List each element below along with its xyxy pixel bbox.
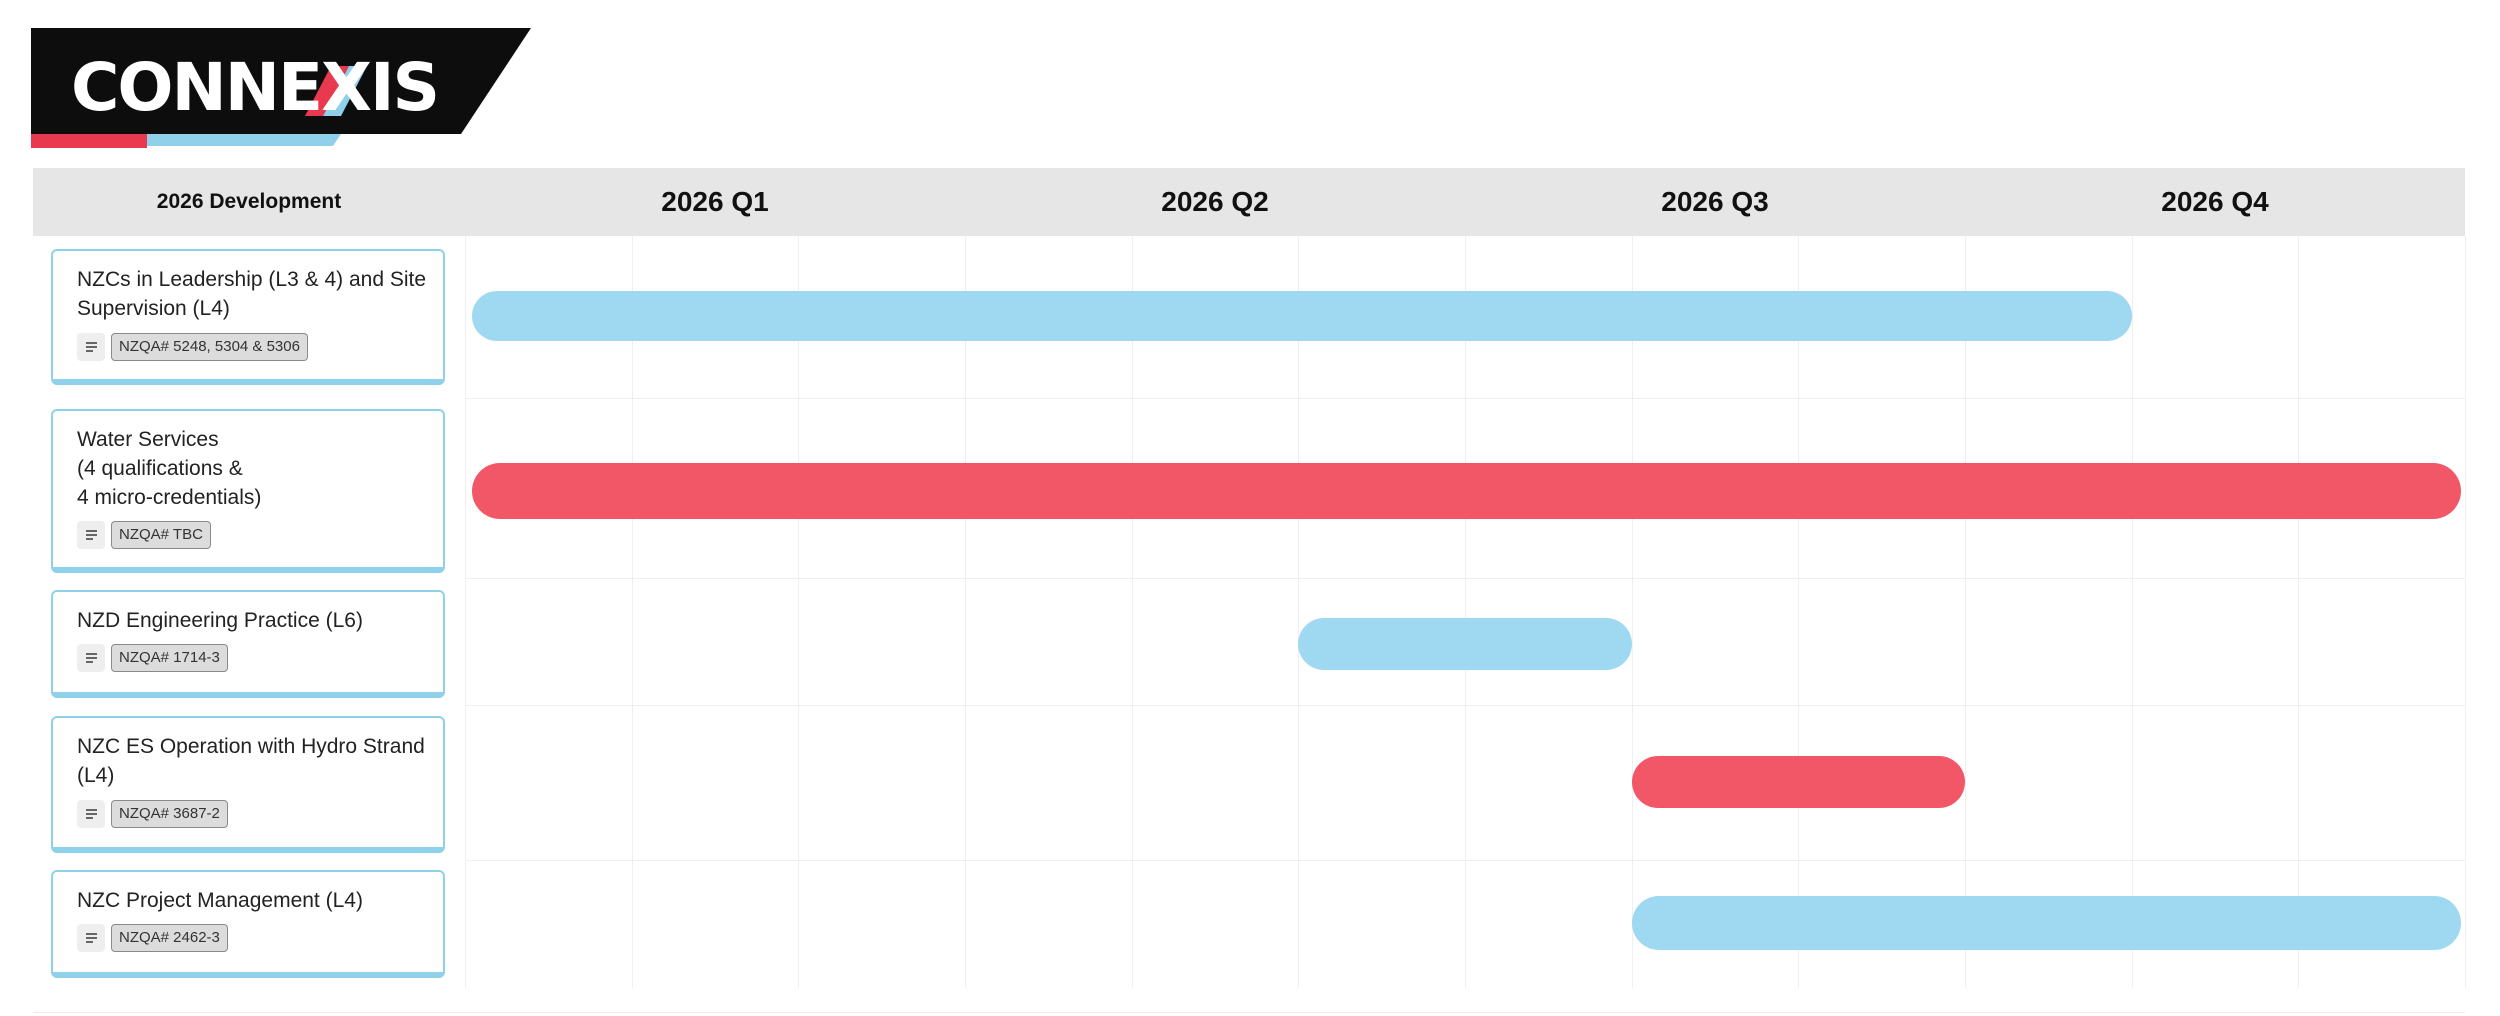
grid-line [2465, 236, 2466, 988]
row-separator [466, 860, 2465, 861]
grid-line [1965, 236, 1966, 988]
description-icon [77, 924, 105, 952]
task-card-water-services[interactable]: Water Services (4 qualifications & 4 mic… [51, 409, 445, 573]
task-card-engineering-practice[interactable]: NZD Engineering Practice (L6) NZQA# 1714… [51, 590, 445, 698]
grid-line [1298, 236, 1299, 988]
grid-line [798, 236, 799, 988]
nzqa-tag: NZQA# 3687-2 [111, 800, 228, 828]
task-card-es-operation[interactable]: NZC ES Operation with Hydro Strand (L4) … [51, 716, 445, 853]
grid-line [1632, 236, 1633, 988]
gantt-bar[interactable] [1631, 896, 2461, 950]
task-title: NZC Project Management (L4) [77, 889, 363, 912]
row-separator [466, 578, 2465, 579]
task-title: NZD Engineering Practice (L6) [77, 609, 363, 632]
description-icon [77, 333, 105, 361]
task-card-leadership[interactable]: NZCs in Leadership (L3 & 4) and Site Sup… [51, 249, 445, 385]
quarter-label-q1: 2026 Q1 [661, 186, 769, 217]
quarter-label-q3: 2026 Q3 [1661, 186, 1769, 217]
gantt-bar[interactable] [1298, 618, 1632, 670]
nzqa-tag: NZQA# 2462-3 [111, 924, 228, 952]
task-title: NZC ES Operation with Hydro Strand (L4) [77, 735, 425, 787]
connexis-logo: CONNEXIS [31, 28, 531, 148]
grid-line [965, 236, 966, 988]
description-icon [77, 521, 105, 549]
chart-title: 2026 Development [156, 190, 342, 213]
description-icon [77, 800, 105, 828]
gantt-bar[interactable] [1631, 756, 1965, 808]
timeline-header: 2026 Development 2026 Q1 2026 Q2 2026 Q3… [33, 168, 2465, 236]
gantt-bar[interactable] [472, 291, 2132, 341]
grid-line [2132, 236, 2133, 988]
grid-line [632, 236, 633, 988]
grid-line [465, 236, 466, 988]
quarter-label-q4: 2026 Q4 [2161, 186, 2269, 217]
description-icon [77, 644, 105, 672]
task-title: Water Services (4 qualifications & 4 mic… [77, 428, 262, 509]
row-separator [466, 705, 2465, 706]
task-card-project-management[interactable]: NZC Project Management (L4) NZQA# 2462-3 [51, 870, 445, 978]
row-separator [466, 398, 2465, 399]
nzqa-tag: NZQA# 1714-3 [111, 644, 228, 672]
nzqa-tag: NZQA# TBC [111, 521, 211, 549]
quarter-label-q2: 2026 Q2 [1161, 186, 1269, 217]
task-title: NZCs in Leadership (L3 & 4) and Site Sup… [77, 268, 427, 320]
grid-line [1465, 236, 1466, 988]
logo-text: CONNEXIS [71, 49, 440, 126]
gantt-bar[interactable] [472, 463, 2461, 519]
nzqa-tag: NZQA# 5248, 5304 & 5306 [111, 333, 308, 361]
grid-line [2298, 236, 2299, 988]
bottom-border [33, 1012, 2465, 1013]
grid-line [1132, 236, 1133, 988]
grid-line [1798, 236, 1799, 988]
